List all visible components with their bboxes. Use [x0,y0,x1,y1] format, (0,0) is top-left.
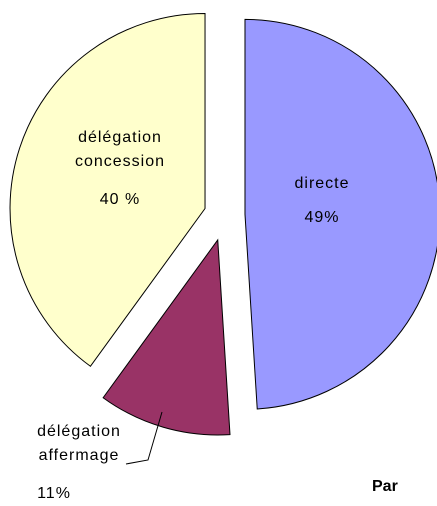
pie-slice [244,18,437,410]
leader-line [125,411,163,465]
pie-slice [102,238,231,436]
slice-label: délégation concession [74,129,166,170]
slice-label: délégation affermage [37,423,121,464]
pie-slice [9,13,206,367]
slice-label: directe [294,175,350,192]
annotation: Par [372,478,398,495]
slice-value-label: 49% [304,209,340,226]
slice-value-label: 40 % [99,191,141,208]
slice-value-label: 11% [37,485,71,502]
